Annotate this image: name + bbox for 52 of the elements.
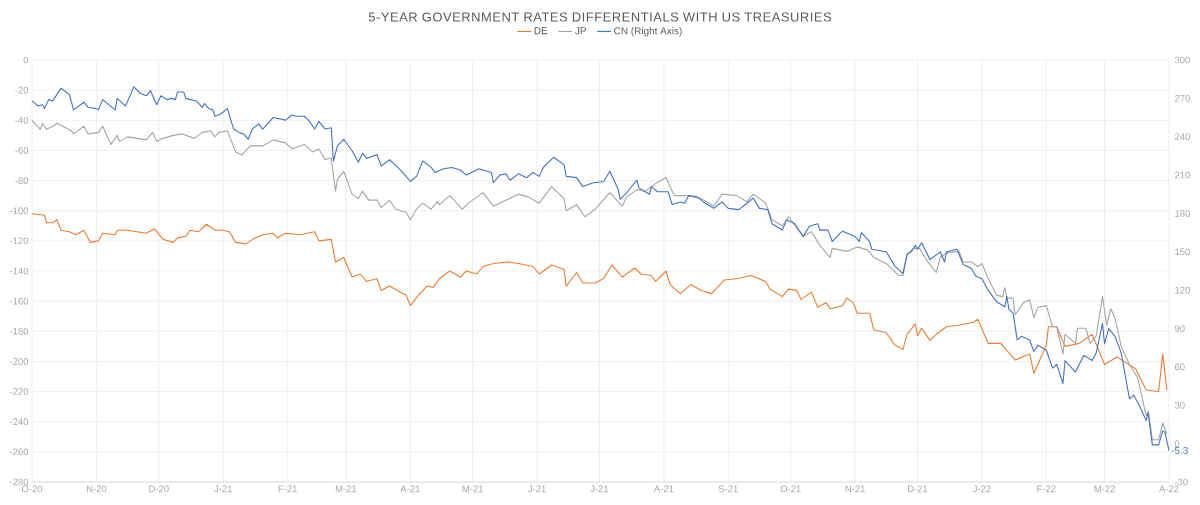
x-tick-label: A-21 (400, 485, 420, 493)
x-tick-label: M-21 (335, 485, 357, 493)
y-tick-label: -40 (15, 116, 29, 124)
y-tick-label: -200 (9, 358, 29, 365)
y-tick-label: -120 (9, 237, 29, 245)
legend-label: CN (Right Axis) (614, 27, 682, 37)
y-tick-label: -20 (15, 86, 29, 94)
x-tick-label: J-22 (972, 485, 991, 493)
x-tick-label: F-22 (1037, 485, 1056, 493)
y2-tick-label: 180 (1175, 210, 1190, 217)
x-tick-label: D-20 (149, 485, 169, 493)
x-tick-label: S-21 (718, 485, 738, 493)
x-tick-label: O-21 (780, 485, 801, 493)
y-tick-label: 0 (23, 56, 29, 64)
legend-label: JP (575, 27, 586, 35)
y-tick-label: -60 (15, 147, 29, 154)
y-tick-label: -260 (9, 448, 29, 456)
y-tick-label: -140 (9, 267, 29, 275)
x-tick-label: F-21 (278, 485, 297, 493)
y2-tick-label: 0 (1174, 440, 1180, 447)
x-tick-label: A-21 (653, 485, 674, 493)
x-tick-label: J-21 (590, 485, 609, 493)
y-tick-label: -240 (9, 418, 29, 426)
y2-tick-label: 210 (1174, 171, 1190, 179)
x-tick-label: N-20 (86, 485, 107, 493)
x-tick-label: N-21 (845, 485, 865, 493)
x-tick-label: M-22 (1094, 485, 1115, 493)
chart-title: 5-YEAR GOVERNMENT RATES DIFFERENTIALS WITH US TREASURIES (368, 12, 832, 22)
data-label: -5.3 (1171, 446, 1188, 454)
y2-tick-label: 120 (1175, 286, 1190, 294)
y2-tick-label: 270 (1174, 95, 1190, 102)
y2-tick-label: 60 (1174, 363, 1185, 371)
x-tick-label: A-22 (1159, 485, 1179, 493)
y-tick-label: -100 (9, 207, 29, 215)
y-tick-label: -220 (9, 388, 29, 395)
y-tick-label: -160 (9, 297, 29, 305)
x-tick-label: J-21 (528, 485, 546, 493)
y2-tick-label: 90 (1174, 325, 1185, 332)
x-tick-label: O-20 (21, 485, 43, 493)
x-tick-label: D-21 (907, 485, 928, 493)
y2-tick-label: 240 (1174, 133, 1190, 141)
x-tick-label: M-21 (462, 485, 483, 493)
y2-tick-label: 30 (1174, 401, 1185, 409)
legend-label: DE (534, 27, 548, 35)
y2-tick-label: 300 (1174, 56, 1190, 64)
y-tick-label: -80 (15, 177, 29, 184)
y2-tick-label: -30 (1174, 478, 1188, 486)
x-tick-label: J-21 (214, 485, 232, 493)
y2-tick-label: 150 (1175, 248, 1190, 256)
line-series (31, 213, 1168, 393)
y-tick-label: -180 (9, 327, 29, 335)
y-tick-label: -280 (9, 478, 29, 486)
